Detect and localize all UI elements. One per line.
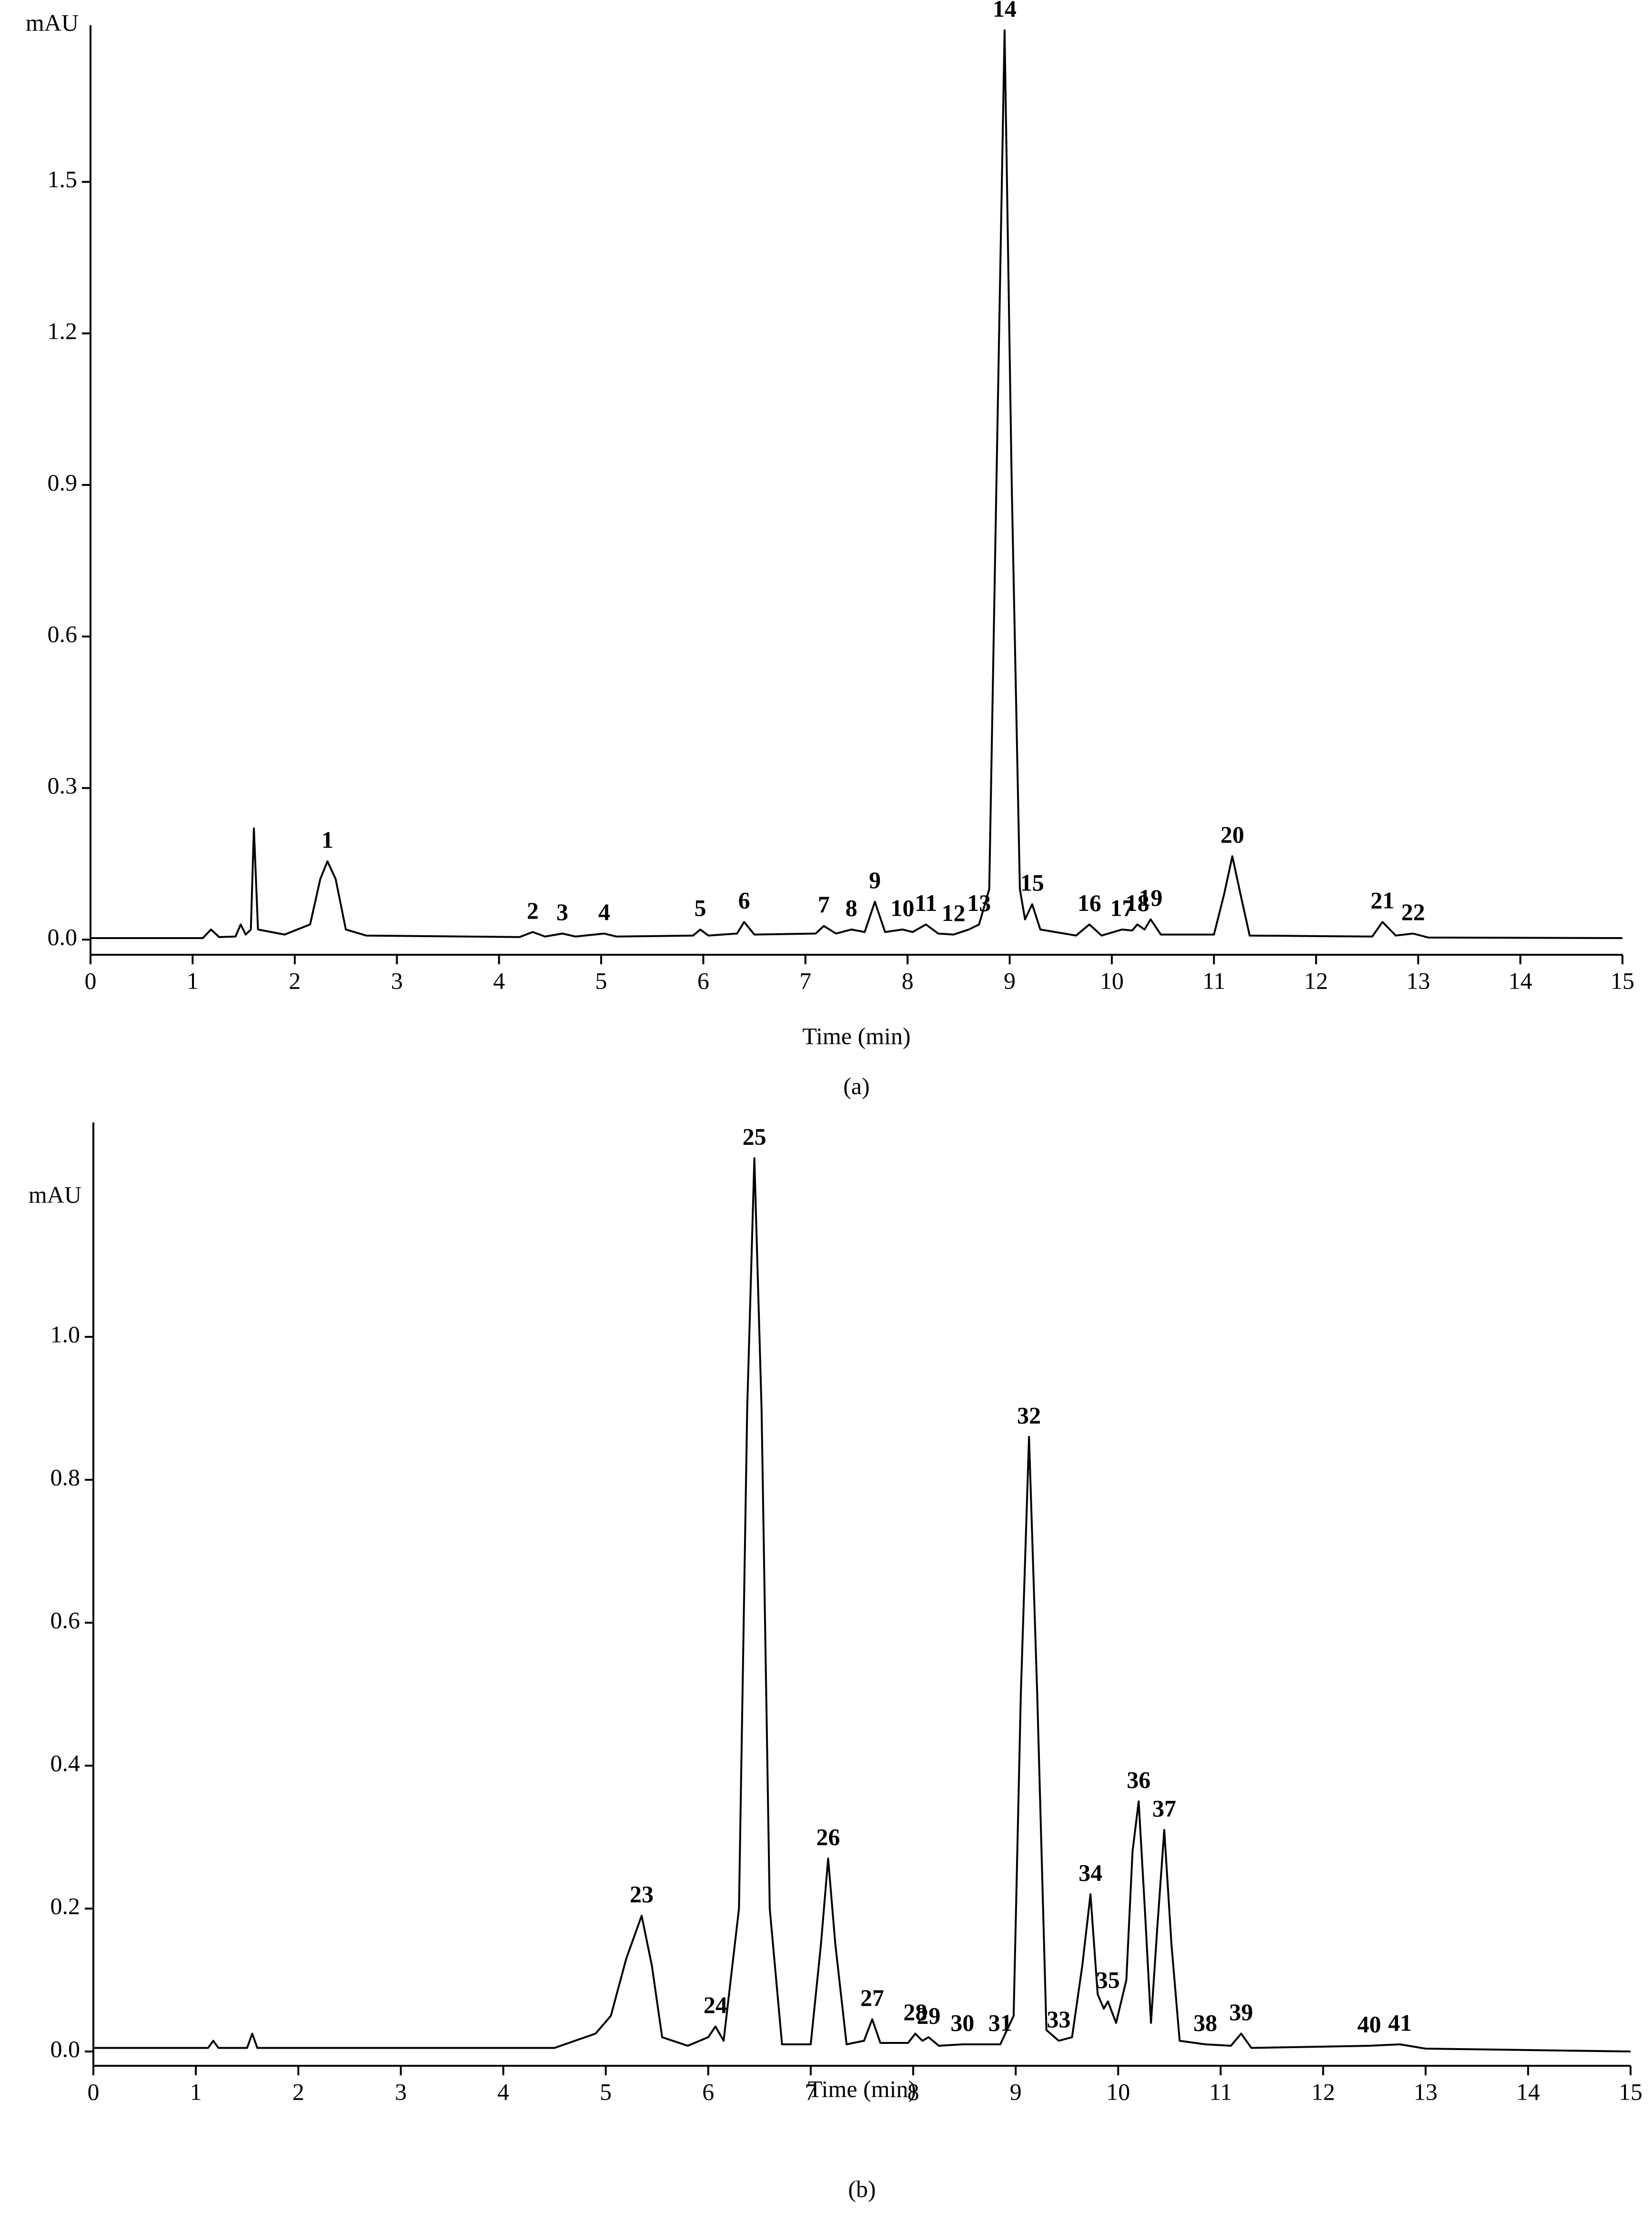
x-tick-label: 2 [289, 967, 301, 994]
peak-label: 19 [1138, 884, 1162, 911]
y-axis-label: mAU [26, 9, 79, 36]
x-tick-label: 7 [799, 967, 811, 994]
x-axis-label: Time (min) [802, 1022, 910, 1049]
y-tick-label: 0.0 [48, 924, 78, 950]
peak-label: 6 [738, 887, 750, 914]
peak-label: 39 [1229, 1999, 1253, 2025]
peak-label: 15 [1020, 869, 1044, 896]
peak-label: 40 [1357, 2011, 1381, 2037]
x-tick-label: 11 [1209, 2078, 1232, 2105]
x-tick-label: 6 [697, 967, 709, 994]
peak-label: 31 [988, 2009, 1012, 2036]
x-tick-label: 14 [1509, 967, 1532, 994]
x-tick-label: 10 [1100, 967, 1124, 994]
y-tick-label: 1.0 [50, 1321, 81, 1347]
peak-label: 21 [1370, 887, 1394, 914]
y-tick-label: 0.9 [48, 469, 78, 495]
peak-label: 24 [704, 1991, 727, 2018]
x-tick-label: 14 [1516, 2078, 1540, 2105]
peak-label: 36 [1127, 1766, 1150, 1793]
x-tick-label: 1 [187, 967, 199, 994]
y-tick-label: 1.2 [48, 317, 78, 344]
peak-label: 22 [1401, 899, 1425, 925]
y-tick-label: 0.6 [48, 620, 78, 647]
peak-label: 38 [1193, 2009, 1217, 2036]
peak-label: 4 [598, 899, 610, 925]
x-tick-label: 1 [190, 2078, 202, 2105]
peak-label: 3 [556, 899, 568, 925]
x-tick-label: 2 [292, 2078, 304, 2105]
peak-label: 11 [915, 889, 937, 916]
trace [91, 29, 1623, 939]
x-tick-label: 8 [907, 2078, 919, 2105]
y-axis-label: mAU [29, 1181, 81, 1208]
x-tick-label: 5 [595, 967, 607, 994]
x-tick-label: 9 [1004, 967, 1016, 994]
peak-label: 5 [694, 894, 706, 921]
y-tick-label: 0.2 [50, 1892, 81, 1919]
x-tick-label: 7 [805, 2078, 816, 2105]
x-tick-label: 5 [600, 2078, 612, 2105]
peak-label: 16 [1078, 889, 1101, 916]
peak-label: 25 [743, 1123, 766, 1150]
x-tick-label: 13 [1414, 2078, 1438, 2105]
caption: (a) [843, 1072, 870, 1099]
peak-label: 32 [1017, 1402, 1041, 1428]
peak-label: 9 [869, 867, 881, 893]
trace [93, 1157, 1631, 2052]
x-tick-label: 3 [395, 2078, 407, 2105]
y-tick-label: 1.5 [48, 166, 78, 192]
x-tick-label: 4 [493, 967, 505, 994]
peak-label: 17 [1110, 894, 1134, 921]
peak-label: 26 [816, 1823, 840, 1850]
y-tick-label: 0.0 [50, 2035, 81, 2062]
peak-label: 2 [527, 897, 539, 924]
x-tick-label: 0 [88, 2078, 100, 2105]
x-axis-label: Time (min) [808, 2075, 916, 2102]
x-tick-label: 6 [702, 2078, 714, 2105]
peak-label: 28 [903, 1999, 927, 2025]
y-tick-label: 0.3 [48, 772, 78, 799]
peak-label: 10 [890, 894, 914, 921]
y-tick-label: 0.6 [50, 1607, 81, 1633]
peak-label: 8 [846, 894, 857, 921]
peak-label: 13 [967, 889, 991, 916]
x-tick-label: 12 [1304, 967, 1328, 994]
y-tick-label: 0.8 [50, 1464, 81, 1490]
caption: (b) [848, 2175, 876, 2202]
peak-label: 12 [942, 899, 966, 926]
x-tick-label: 12 [1311, 2078, 1335, 2105]
peak-label: 41 [1388, 2009, 1412, 2036]
peak-label: 1 [322, 826, 333, 853]
peak-label: 23 [630, 1880, 654, 1907]
peak-label: 14 [993, 0, 1017, 22]
x-tick-label: 0 [85, 967, 97, 994]
y-tick-label: 0.4 [50, 1749, 81, 1776]
peak-label: 37 [1152, 1795, 1176, 1821]
peak-label: 30 [950, 2009, 974, 2036]
peak-label: 35 [1096, 1966, 1120, 1993]
x-tick-label: 10 [1106, 2078, 1130, 2105]
x-tick-label: 4 [497, 2078, 509, 2105]
x-tick-label: 15 [1611, 967, 1634, 994]
x-tick-label: 15 [1619, 2078, 1642, 2105]
x-tick-label: 11 [1202, 967, 1225, 994]
peak-label: 33 [1047, 2006, 1071, 2032]
peak-label: 20 [1220, 821, 1244, 848]
peak-label: 27 [860, 1984, 884, 2011]
peak-label: 7 [818, 891, 830, 918]
x-tick-label: 13 [1406, 967, 1430, 994]
peak-label: 34 [1078, 1859, 1102, 1886]
peak-label: 18 [1126, 889, 1149, 916]
x-tick-label: 9 [1010, 2078, 1022, 2105]
x-tick-label: 3 [391, 967, 403, 994]
x-tick-label: 8 [902, 967, 914, 994]
peak-label: 29 [917, 2002, 940, 2029]
